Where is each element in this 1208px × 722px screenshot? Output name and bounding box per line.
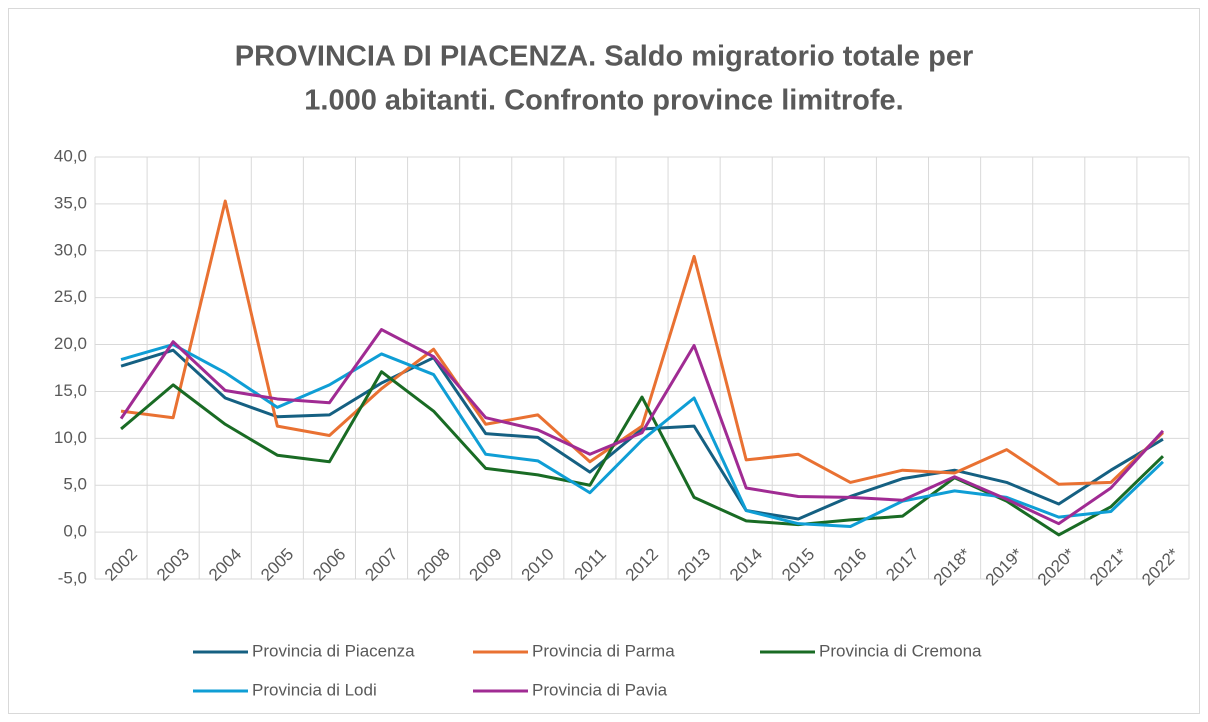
y-tick-label: 40,0 xyxy=(54,146,87,165)
line-series xyxy=(119,328,1165,526)
legend-label: Provincia di Parma xyxy=(532,641,675,660)
line-series xyxy=(120,348,1164,521)
y-tick-label: 20,0 xyxy=(54,334,87,353)
chart-title: 1.000 abitanti. Confronto province limit… xyxy=(304,85,903,117)
y-tick-label: 35,0 xyxy=(54,193,87,212)
legend-label: Provincia di Pavia xyxy=(532,680,668,699)
y-tick-label: 25,0 xyxy=(54,287,87,306)
chart-title: PROVINCIA DI PIACENZA. Saldo migratorio … xyxy=(235,41,974,73)
legend-label: Provincia di Piacenza xyxy=(252,641,415,660)
legend-label: Provincia di Lodi xyxy=(252,680,377,699)
line-series xyxy=(120,199,1164,486)
y-tick-label: 0,0 xyxy=(63,522,87,541)
y-tick-label: 10,0 xyxy=(54,428,87,447)
y-tick-label: 15,0 xyxy=(54,381,87,400)
y-tick-label: -5,0 xyxy=(58,568,87,587)
y-tick-label: 30,0 xyxy=(54,240,87,259)
y-tick-label: 5,0 xyxy=(63,475,87,494)
legend-label: Provincia di Cremona xyxy=(819,641,982,660)
chart-frame xyxy=(8,8,1200,714)
